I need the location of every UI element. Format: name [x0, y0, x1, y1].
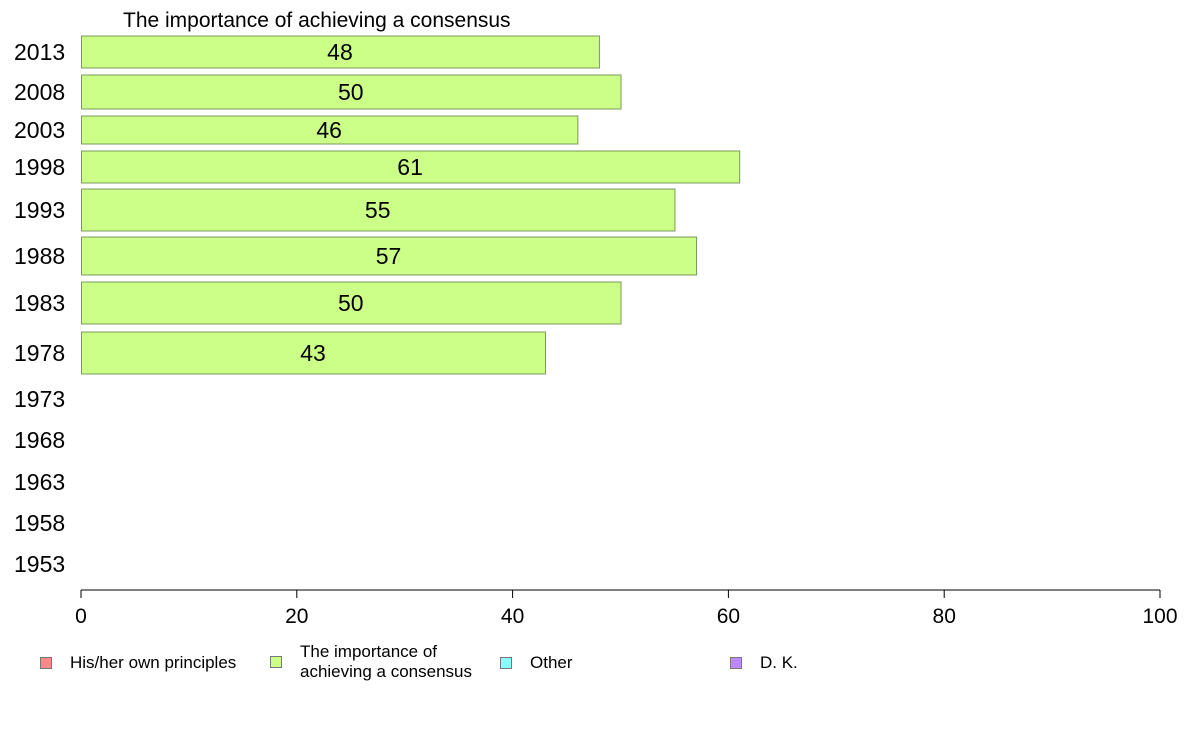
bar-value-label: 46 [316, 117, 342, 143]
y-tick-label: 1973 [14, 386, 65, 412]
x-tick-label: 100 [1142, 605, 1177, 628]
x-tick-label: 0 [75, 605, 87, 628]
x-tick-label: 40 [501, 605, 524, 628]
bar-value-label: 61 [397, 154, 423, 180]
bar [81, 331, 546, 375]
legend-swatch [500, 657, 512, 669]
legend: His/her own principles The importance of… [40, 642, 1140, 692]
legend-swatch [730, 657, 742, 669]
legend-item-own-principles: His/her own principles [40, 653, 236, 673]
bar [81, 74, 622, 110]
bar-value-label: 55 [365, 197, 391, 223]
legend-item-dk: D. K. [730, 653, 798, 673]
bar [81, 150, 741, 184]
bar-value-label: 50 [338, 79, 364, 105]
x-tick-label: 60 [717, 605, 740, 628]
bar [81, 236, 698, 276]
y-tick-label: 1998 [14, 154, 65, 180]
legend-label: Other [530, 653, 573, 672]
legend-swatch [40, 657, 52, 669]
chart-title: The importance of achieving a consensus [123, 9, 511, 32]
bar [81, 115, 579, 145]
bar [81, 35, 600, 69]
y-tick-label: 1988 [14, 243, 65, 269]
legend-item-consensus: The importance of achieving a consensus [270, 642, 472, 682]
bar-value-label: 43 [300, 340, 326, 366]
y-tick-label: 1983 [14, 290, 65, 316]
legend-label: D. K. [760, 653, 798, 672]
y-tick-label: 1963 [14, 469, 65, 495]
bar-value-label: 48 [327, 39, 353, 65]
y-tick-label: 2013 [14, 39, 65, 65]
y-tick-label: 1978 [14, 340, 65, 366]
legend-swatch [270, 656, 282, 668]
y-tick-label: 1958 [14, 510, 65, 536]
x-axis: 0 20 40 60 80 100 [75, 589, 1178, 628]
legend-item-other: Other [500, 653, 573, 673]
y-tick-label: 1968 [14, 427, 65, 453]
y-tick-label: 2008 [14, 79, 65, 105]
y-tick-label: 1953 [14, 551, 65, 577]
y-tick-label: 2003 [14, 117, 65, 143]
bar-value-label: 50 [338, 290, 364, 316]
bar-value-label: 57 [376, 243, 402, 269]
x-tick-label: 80 [933, 605, 956, 628]
bar [81, 281, 622, 325]
y-tick-label: 1993 [14, 197, 65, 223]
legend-label: His/her own principles [70, 653, 237, 672]
y-axis-labels: 2013 2008 2003 1998 1993 1988 1983 1978 1973 1968… [14, 39, 65, 577]
legend-label: The importance of achieving a consensus [300, 642, 473, 681]
bar-group [81, 35, 741, 375]
bar [81, 188, 676, 232]
x-tick-label: 20 [285, 605, 308, 628]
